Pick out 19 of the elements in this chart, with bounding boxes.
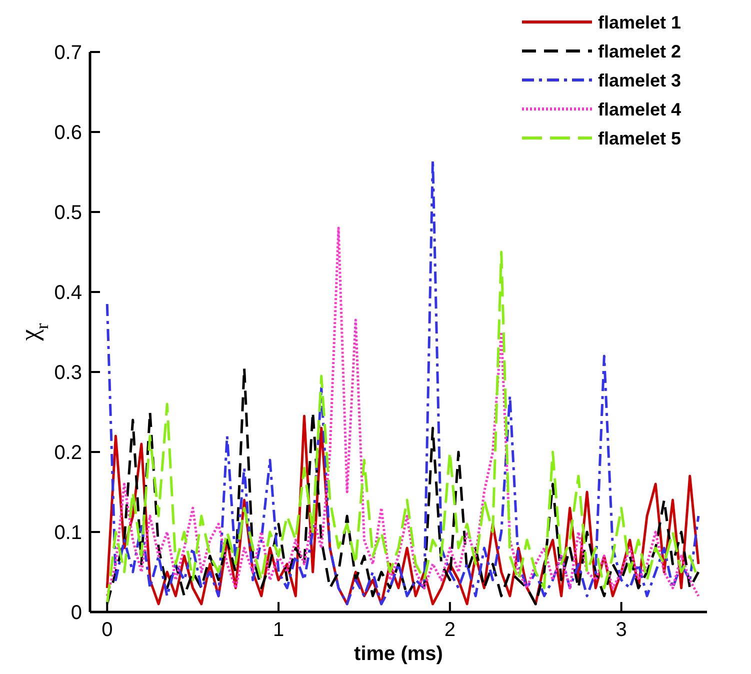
legend-label: flamelet 3 [598, 70, 682, 90]
x-tick-label: 2 [444, 619, 456, 641]
legend-label: flamelet 1 [598, 12, 682, 32]
legend-label: flamelet 5 [598, 128, 682, 148]
y-tick-label: 0.1 [54, 522, 82, 544]
y-tick-label: 0.7 [54, 42, 82, 64]
x-tick-label: 3 [616, 619, 627, 641]
legend-label: flamelet 4 [598, 99, 682, 120]
line-series [106, 158, 700, 606]
x-tick-label: 1 [272, 619, 284, 641]
y-tick-label: 0.2 [54, 442, 82, 464]
legend-label: flamelet 2 [598, 41, 682, 62]
x-tick-label: 0 [102, 619, 113, 641]
y-tick-label: 0.3 [54, 362, 82, 384]
y-tick-label: 0.5 [54, 202, 82, 224]
y-tick-label: 0.4 [54, 282, 82, 304]
y-tick-label: 0.6 [54, 122, 82, 144]
y-tick-label: 0 [70, 602, 82, 624]
x-axis-title: time (ms) [354, 643, 443, 665]
